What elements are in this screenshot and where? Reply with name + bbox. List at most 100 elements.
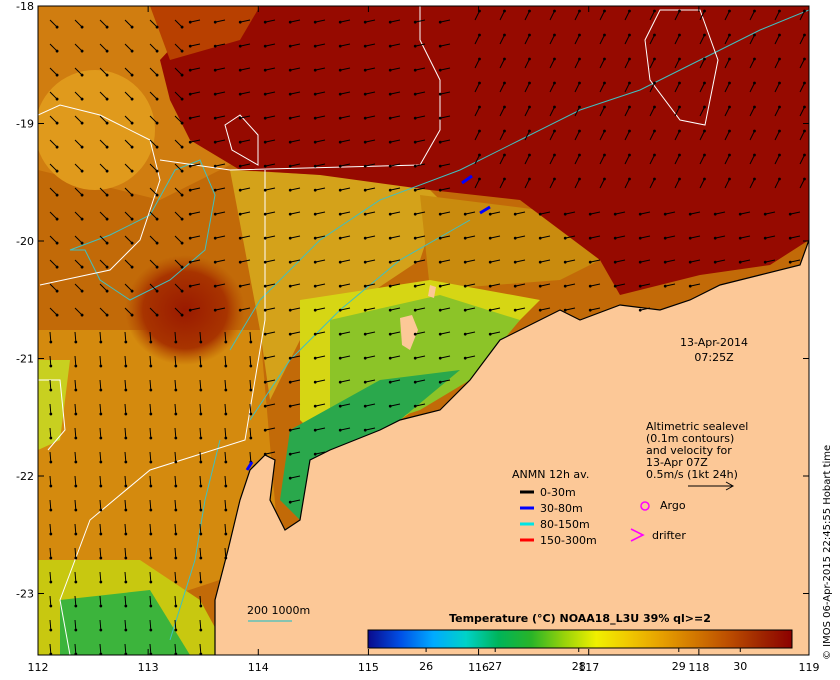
velocity-vector-head <box>155 49 159 53</box>
velocity-vector-head <box>413 284 417 288</box>
velocity-vector-head <box>130 313 134 317</box>
velocity-vector-head <box>578 9 581 13</box>
velocity-vector-head <box>463 212 467 216</box>
velocity-vector <box>665 211 676 215</box>
velocity-vector-head <box>288 404 292 408</box>
velocity-vector <box>649 34 655 45</box>
velocity-vector-head <box>588 212 592 216</box>
velocity-vector <box>149 379 152 391</box>
velocity-vector <box>340 163 351 167</box>
velocity-vector-head <box>313 380 317 384</box>
velocity-vector-head <box>388 20 392 24</box>
sst-hot-north <box>160 6 809 295</box>
velocity-vector <box>174 307 183 316</box>
velocity-vector <box>265 235 276 239</box>
velocity-vector <box>365 235 376 239</box>
velocity-vector-head <box>180 169 184 173</box>
anmn-legend-item: 150-300m <box>520 534 597 547</box>
velocity-vector-head <box>528 129 531 133</box>
velocity-vector <box>240 235 251 239</box>
velocity-vector-head <box>238 236 242 240</box>
velocity-vector <box>365 139 376 143</box>
velocity-vector-head <box>513 284 517 288</box>
velocity-vector-head <box>603 33 606 37</box>
velocity-vector <box>224 331 227 343</box>
velocity-vector <box>265 451 276 455</box>
velocity-vector-head <box>174 532 178 536</box>
velocity-vector <box>415 283 426 287</box>
velocity-vector <box>49 499 52 511</box>
velocity-vector-head <box>180 217 184 221</box>
velocity-vector-head <box>74 652 78 655</box>
velocity-vector <box>74 595 77 607</box>
velocity-vector-head <box>213 284 217 288</box>
sst-orange-band <box>420 195 620 290</box>
velocity-vector <box>49 379 52 391</box>
velocity-vector <box>74 43 83 52</box>
velocity-vector <box>799 178 805 189</box>
velocity-vector <box>240 211 251 215</box>
velocity-vector-head <box>663 212 667 216</box>
velocity-vector-head <box>288 260 292 264</box>
velocity-vector <box>524 34 530 45</box>
velocity-vector-head <box>74 412 78 416</box>
velocity-vector-head <box>703 33 706 37</box>
velocity-vector <box>149 43 158 52</box>
velocity-vector <box>599 58 605 69</box>
velocity-vector-head <box>338 92 342 96</box>
velocity-vector <box>124 19 133 28</box>
velocity-vector <box>515 235 526 239</box>
velocity-vector <box>265 43 276 47</box>
velocity-vector-head <box>288 20 292 24</box>
velocity-vector-head <box>149 436 153 440</box>
velocity-vector <box>215 163 226 167</box>
velocity-vector <box>224 403 227 415</box>
velocity-vector <box>224 379 227 391</box>
velocity-vector-head <box>553 153 556 157</box>
velocity-vector <box>774 154 780 165</box>
velocity-vector-head <box>288 500 292 504</box>
velocity-vector <box>74 451 77 463</box>
velocity-vector-head <box>224 412 228 416</box>
velocity-vector <box>674 10 680 21</box>
velocity-vector-head <box>478 153 481 157</box>
velocity-vector-head <box>413 68 417 72</box>
velocity-vector-head <box>99 628 103 632</box>
velocity-vector-head <box>763 236 767 240</box>
velocity-vector-head <box>188 212 192 216</box>
velocity-vector <box>99 283 108 292</box>
velocity-vector <box>215 19 226 23</box>
velocity-vector-head <box>538 260 542 264</box>
velocity-vector <box>99 403 102 415</box>
velocity-vector-head <box>199 532 203 536</box>
velocity-vector-head <box>263 308 267 312</box>
velocity-vector-head <box>263 212 267 216</box>
velocity-vector-head <box>503 57 506 61</box>
velocity-vector-head <box>174 628 178 632</box>
velocity-vector <box>774 178 780 189</box>
velocity-vector <box>240 19 251 23</box>
velocity-vector-head <box>180 49 184 53</box>
velocity-vector-head <box>105 25 109 29</box>
velocity-vector-head <box>199 436 203 440</box>
velocity-vector-head <box>105 241 109 245</box>
velocity-vector <box>565 235 576 239</box>
velocity-vector <box>599 154 605 165</box>
velocity-vector-head <box>438 140 442 144</box>
velocity-vector-head <box>528 105 531 109</box>
velocity-vector <box>99 427 102 439</box>
velocity-vector-head <box>703 81 706 85</box>
velocity-vector <box>315 331 326 335</box>
velocity-vector <box>540 283 551 287</box>
velocity-vector-head <box>313 188 317 192</box>
velocity-vector-head <box>503 177 506 181</box>
velocity-vector <box>365 91 376 95</box>
velocity-vector <box>224 451 227 463</box>
velocity-vector <box>149 67 158 76</box>
velocity-vector-head <box>124 340 128 344</box>
velocity-vector <box>190 259 201 263</box>
velocity-vector <box>49 307 58 316</box>
velocity-vector-head <box>99 508 103 512</box>
velocity-vector <box>49 619 52 631</box>
velocity-vector-head <box>74 484 78 488</box>
